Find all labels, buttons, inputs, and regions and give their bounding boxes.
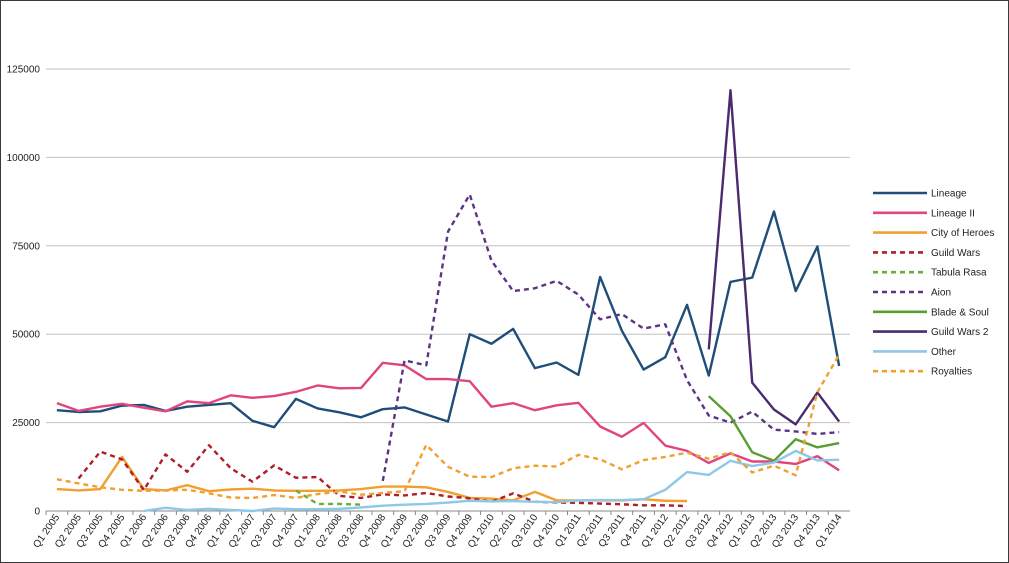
legend-entry-label: Tabula Rasa xyxy=(931,268,987,279)
series-line-blade-soul xyxy=(707,395,840,462)
y-tick-label: 75000 xyxy=(12,241,40,252)
legend: Lineage Lineage II City of Heroes Guild War… xyxy=(873,189,994,378)
y-tick-label: 25000 xyxy=(12,418,40,429)
legend-entry-label: Aion xyxy=(931,288,951,299)
gridlines xyxy=(46,68,850,424)
legend-entry-label: Guild Wars xyxy=(931,248,980,259)
y-tick-label: 100000 xyxy=(7,153,41,164)
y-tick-label: 0 xyxy=(34,507,40,518)
series-line-royalties xyxy=(56,354,841,500)
legend-entry-label: Blade & Soul xyxy=(931,307,989,318)
y-tick-label: 125000 xyxy=(7,65,41,76)
y-tick-label: 50000 xyxy=(12,330,40,341)
legend-entry-label: Royalties xyxy=(931,367,972,378)
series-lines xyxy=(56,89,841,513)
legend-entry-label: Lineage xyxy=(931,189,967,200)
series-line-guild-wars xyxy=(77,444,688,508)
series-line-tabula-rasa xyxy=(295,489,362,506)
legend-entry-label: City of Heroes xyxy=(931,228,994,239)
series-line-lineage xyxy=(56,210,841,429)
legend-entry-label: Other xyxy=(931,347,957,358)
legend-entry-label: Lineage II xyxy=(931,208,975,219)
series-line-guild-wars-2 xyxy=(707,89,841,426)
series-line-other xyxy=(143,449,840,513)
series-line-aion xyxy=(381,193,840,482)
series-line-lineage-ii xyxy=(56,361,840,472)
legend-entry-label: Guild Wars 2 xyxy=(931,327,989,338)
